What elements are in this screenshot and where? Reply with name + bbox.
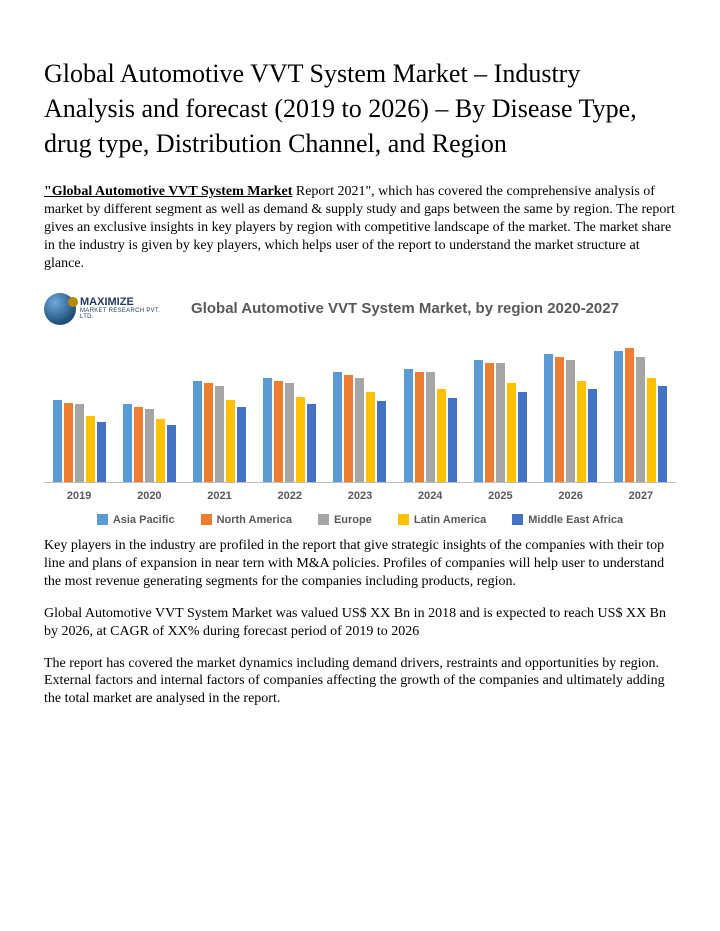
bar <box>204 383 213 481</box>
x-tick: 2019 <box>46 489 112 503</box>
bar <box>426 372 435 482</box>
bar <box>555 357 564 482</box>
x-tick: 2027 <box>608 489 674 503</box>
x-tick: 2026 <box>538 489 604 503</box>
bar <box>437 389 446 481</box>
legend-item: Latin America <box>398 513 486 527</box>
bar <box>226 400 235 482</box>
bar <box>237 407 246 482</box>
bar <box>307 404 316 481</box>
bar <box>658 386 667 481</box>
paragraph-key-players: Key players in the industry are profiled… <box>44 537 676 591</box>
bar <box>614 351 623 482</box>
legend-label: Europe <box>334 513 372 527</box>
bar <box>86 416 95 482</box>
bar <box>333 372 342 482</box>
legend-swatch <box>398 514 409 525</box>
bar <box>156 419 165 482</box>
bar <box>167 425 176 482</box>
legend-swatch <box>318 514 329 525</box>
bar <box>577 381 586 482</box>
year-group <box>608 333 674 482</box>
bar <box>355 378 364 482</box>
bar <box>215 386 224 481</box>
bar <box>415 372 424 482</box>
bar <box>588 389 597 481</box>
bar <box>97 422 106 482</box>
bar <box>636 357 645 482</box>
bar <box>377 401 386 481</box>
year-group <box>257 333 323 482</box>
bar <box>263 378 272 482</box>
x-tick: 2024 <box>397 489 463 503</box>
page-title: Global Automotive VVT System Market – In… <box>44 56 676 161</box>
paragraph-dynamics: The report has covered the market dynami… <box>44 655 676 709</box>
year-group <box>116 333 182 482</box>
bar <box>404 369 413 482</box>
x-tick: 2022 <box>257 489 323 503</box>
intro-paragraph: "Global Automotive VVT System Market Rep… <box>44 183 676 273</box>
bar <box>193 381 202 482</box>
bar <box>518 392 527 481</box>
legend-item: Europe <box>318 513 372 527</box>
legend-item: North America <box>201 513 292 527</box>
bar <box>625 348 634 482</box>
x-tick: 2025 <box>467 489 533 503</box>
legend-item: Middle East Africa <box>512 513 623 527</box>
year-group <box>397 333 463 482</box>
bar <box>366 392 375 481</box>
legend-swatch <box>97 514 108 525</box>
bar <box>123 404 132 481</box>
legend-swatch <box>201 514 212 525</box>
legend-label: North America <box>217 513 292 527</box>
chart-header: MAXIMIZE MARKET RESEARCH PVT. LTD. Globa… <box>44 287 676 331</box>
bar <box>296 397 305 482</box>
year-group <box>467 333 533 482</box>
bar <box>344 375 353 482</box>
bar <box>145 409 154 482</box>
x-tick: 2023 <box>327 489 393 503</box>
bar <box>647 378 656 482</box>
x-tick: 2020 <box>116 489 182 503</box>
year-group <box>186 333 252 482</box>
year-group <box>46 333 112 482</box>
report-link[interactable]: "Global Automotive VVT System Market <box>44 184 292 199</box>
logo-sub: MARKET RESEARCH PVT. LTD. <box>80 308 164 320</box>
legend-item: Asia Pacific <box>97 513 175 527</box>
company-logo: MAXIMIZE MARKET RESEARCH PVT. LTD. <box>44 287 164 331</box>
bar <box>544 354 553 482</box>
bar <box>566 360 575 482</box>
bar <box>507 383 516 481</box>
bar <box>53 400 62 482</box>
bar <box>496 363 505 482</box>
globe-icon <box>44 293 76 325</box>
bar <box>134 407 143 482</box>
x-tick: 2021 <box>186 489 252 503</box>
legend-label: Latin America <box>414 513 486 527</box>
year-group <box>538 333 604 482</box>
bar <box>485 363 494 482</box>
chart-legend: Asia Pacific North America Europe Latin Ame… <box>44 503 676 533</box>
chart-x-axis: 2019 2020 2021 2022 2023 2024 2025 2026 2027 <box>44 483 676 503</box>
bar <box>274 381 283 482</box>
legend-label: Middle East Africa <box>528 513 623 527</box>
logo-name: MAXIMIZE <box>80 297 164 308</box>
bar <box>285 383 294 481</box>
chart-plot-area <box>44 333 676 483</box>
bar <box>75 404 84 481</box>
chart-container: MAXIMIZE MARKET RESEARCH PVT. LTD. Globa… <box>44 287 676 533</box>
bar <box>64 403 73 482</box>
legend-swatch <box>512 514 523 525</box>
year-group <box>327 333 393 482</box>
paragraph-valuation: Global Automotive VVT System Market was … <box>44 605 676 641</box>
bar <box>474 360 483 482</box>
bar <box>448 398 457 481</box>
legend-label: Asia Pacific <box>113 513 175 527</box>
chart-title: Global Automotive VVT System Market, by … <box>174 299 676 318</box>
